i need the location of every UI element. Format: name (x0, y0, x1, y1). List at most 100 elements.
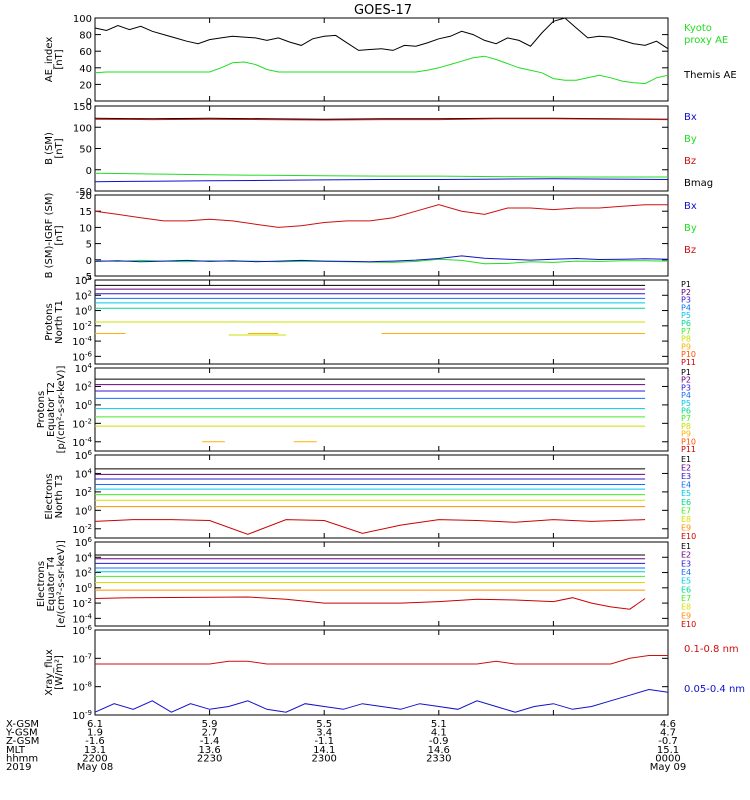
panel-frame (94, 454, 669, 539)
legend-label: P10 (681, 437, 696, 446)
x-axis-table: X-GSM 6.1 5.9 5.5 5.1 4.6 Y-GSM 1.9 2.7 3.4 4.1 4.7… (5, 719, 686, 773)
panel-frame (94, 17, 669, 102)
legend-label: E5 (681, 489, 691, 498)
legend-label: E9 (681, 611, 691, 620)
legend-label: proxy AE (684, 35, 728, 46)
y-tick-label: 10-2 (72, 417, 92, 430)
x-row-value: 5.1 (431, 719, 447, 730)
legend-label: E6 (681, 498, 691, 507)
legend-label: Bx (684, 201, 697, 212)
y-tick-label: 100 (75, 504, 92, 517)
legend-label: Themis AE (683, 70, 737, 81)
y-axis-label: North T1 (54, 300, 65, 344)
series-line-Themis AE (94, 17, 669, 51)
series-line-Kyoto proxy AE (94, 55, 669, 85)
legend-label: 0.1-0.8 nm (684, 644, 739, 655)
legend-label: P9 (681, 430, 691, 439)
y-tick-label: 102 (75, 289, 92, 302)
y-tick-label: 40 (79, 64, 92, 75)
y-tick-label: 102 (75, 567, 92, 580)
legend-label: 0.05-0.4 nm (684, 684, 745, 695)
legend-label: P3 (681, 296, 691, 305)
legend-label: E10 (681, 620, 696, 629)
x-row-label: Z-GSM (6, 736, 39, 747)
legend-label: P5 (681, 399, 691, 408)
legend-label: E7 (681, 594, 691, 603)
panel-prot_n: 104 102 100 10-2 10-4 10-6 Protons North T1 P1P2… (44, 274, 696, 367)
y-tick-label: 0 (86, 97, 92, 108)
legend-label: E5 (681, 577, 691, 586)
y-tick-label: 10-6 (72, 350, 92, 363)
y-tick-label: 10-6 (72, 624, 92, 637)
y-tick-label: 104 (75, 467, 93, 480)
y-tick-label: 10-4 (72, 335, 92, 348)
y-tick-label: 150 (73, 102, 92, 113)
legend-label: Bz (684, 156, 696, 167)
y-tick-label: 10 (79, 223, 92, 234)
legend-label: P8 (681, 422, 691, 431)
y-tick-label: 10-9 (72, 709, 92, 722)
panel-frame (94, 541, 669, 627)
legend-label: P9 (681, 342, 691, 351)
y-tick-label: 5 (86, 240, 92, 251)
y-axis-label: Electrons (36, 561, 47, 607)
legend-label: P8 (681, 335, 691, 344)
x-row-label: hhmm (6, 753, 38, 764)
panel-bigrf: -5 0 5 10 15 20 B (SM)-IGRF (SM) [nT] Bx By Bz (44, 191, 697, 283)
y-axis-label: Xray_flux (44, 649, 55, 696)
x-row-value: 4.1 (431, 728, 447, 739)
legend-label: E2 (681, 464, 691, 473)
legend-label: P11 (681, 445, 696, 454)
y-tick-label: 100 (73, 14, 92, 25)
legend-label: P2 (681, 288, 691, 297)
x-row-value: 6.1 (87, 719, 103, 730)
legend-label: E9 (681, 523, 691, 532)
series-line-By (94, 258, 669, 265)
y-tick-label: 106 (75, 536, 93, 549)
series-line-0.1-0.8 nm (95, 655, 668, 665)
legend-label: P1 (681, 280, 691, 289)
panel-xray: 10-6 10-7 10-8 10-9 Xray_flux [W/m²] 0.1-0.8 n… (44, 624, 745, 722)
legend-label: P7 (681, 327, 691, 336)
x-row-value: May 08 (77, 762, 114, 773)
legend-label: E3 (681, 472, 691, 481)
y-tick-label: 0 (86, 166, 92, 177)
x-row-value: 3.4 (316, 728, 332, 739)
series-line-E9 (94, 596, 646, 610)
y-axis-label: Equator T4 (46, 557, 57, 612)
legend-label: Bmag (684, 178, 713, 189)
x-row-value: 2230 (197, 753, 222, 764)
y-tick-label: 100 (75, 582, 92, 595)
y-tick-label: 50 (79, 145, 92, 156)
x-row-value: 2200 (82, 753, 107, 764)
series-line-Bx (94, 255, 669, 263)
legend-label: E1 (681, 542, 691, 551)
x-row-label: MLT (6, 745, 26, 756)
series-line-E9 (94, 519, 646, 535)
y-tick-label: -50 (76, 187, 92, 198)
y-tick-label: 100 (75, 399, 92, 412)
x-row-value: -1.6 (85, 736, 105, 747)
y-tick-label: 10-8 (72, 681, 92, 694)
legend-label: E3 (681, 559, 691, 568)
legend-label: P6 (681, 407, 691, 416)
series-line-0.05-0.4 nm (94, 688, 669, 713)
y-tick-label: 104 (75, 274, 93, 287)
x-row-value: 4.7 (660, 728, 676, 739)
x-row-value: 13.1 (84, 745, 106, 756)
y-tick-label: 100 (75, 305, 92, 318)
y-tick-label: 80 (79, 31, 92, 42)
legend-label: E2 (681, 551, 691, 560)
x-row-value: 5.5 (316, 719, 332, 730)
y-tick-label: 20 (79, 80, 92, 91)
panel-frame (94, 367, 669, 452)
y-axis-label: AE_index (44, 37, 55, 83)
y-axis-label: [nT] (54, 49, 65, 69)
y-tick-label: 10-7 (72, 652, 92, 665)
x-row-value: May 09 (650, 762, 687, 773)
y-axis-label: B (SM) (44, 132, 55, 165)
